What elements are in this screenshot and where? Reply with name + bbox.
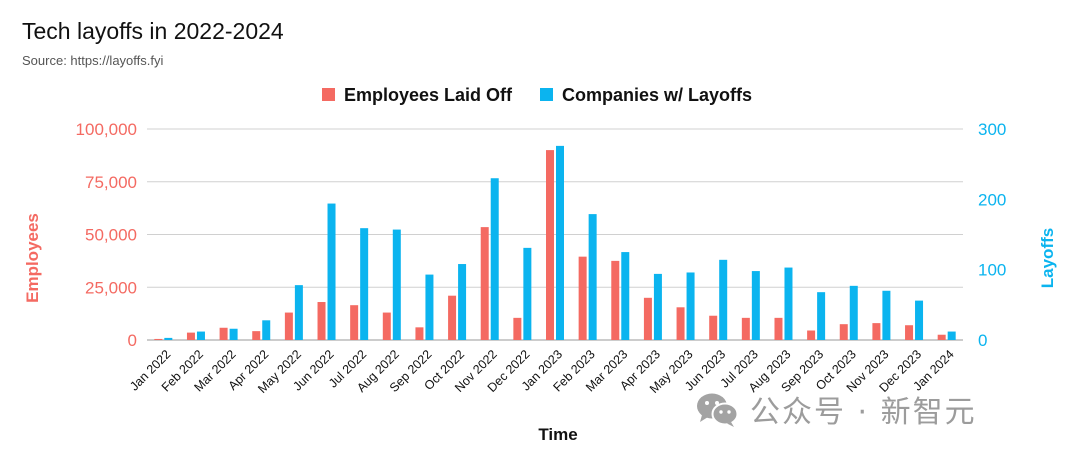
bar-employees-laid-off: [643, 297, 652, 340]
y2-tick-label: 0: [978, 331, 987, 350]
bar-companies-with-layoffs: [262, 320, 271, 340]
bar-employees-laid-off: [937, 334, 946, 340]
chart-subtitle: Source: https://layoffs.fyi: [22, 53, 164, 68]
bar-companies-with-layoffs: [327, 203, 336, 340]
bar-employees-laid-off: [350, 305, 359, 340]
bar-companies-with-layoffs: [849, 285, 858, 340]
y2-axis-title: Layoffs: [1038, 228, 1057, 288]
bar-companies-with-layoffs: [588, 214, 597, 340]
y-tick-label: 100,000: [76, 120, 137, 139]
bar-employees-laid-off: [872, 323, 881, 340]
bar-companies-with-layoffs: [294, 285, 303, 340]
y-tick-label: 75,000: [85, 173, 137, 192]
bar-employees-laid-off: [839, 324, 848, 340]
bar-companies-with-layoffs: [164, 337, 173, 340]
y2-tick-label: 200: [978, 190, 1006, 209]
bar-employees-laid-off: [284, 312, 293, 340]
y-tick-label: 50,000: [85, 226, 137, 245]
bar-companies-with-layoffs: [882, 290, 891, 340]
legend-label-employees: Employees Laid Off: [344, 85, 513, 105]
bar-companies-with-layoffs: [751, 271, 760, 340]
bar-employees-laid-off: [154, 338, 163, 340]
y2-tick-label: 100: [978, 261, 1006, 280]
y-axis-title: Employees: [23, 213, 42, 303]
bar-companies-with-layoffs: [392, 229, 401, 340]
bar-employees-laid-off: [382, 312, 391, 340]
bar-companies-with-layoffs: [556, 145, 564, 340]
bar-employees-laid-off: [317, 302, 326, 340]
bar-employees-laid-off: [448, 295, 457, 340]
bar-employees-laid-off: [578, 256, 587, 340]
chart-title: Tech layoffs in 2022-2024: [22, 18, 284, 44]
legend-swatch-employees: [322, 88, 335, 101]
bar-companies-with-layoffs: [621, 252, 630, 340]
bar-employees-laid-off: [774, 317, 783, 340]
x-axis-title: Time: [538, 425, 577, 444]
y-tick-label: 0: [128, 331, 137, 350]
bar-employees-laid-off: [611, 260, 620, 340]
bar-companies-with-layoffs: [458, 264, 467, 340]
watermark-text: 公众号 · 新智元: [750, 395, 977, 430]
bar-employees-laid-off: [741, 317, 750, 340]
bar-companies-with-layoffs: [523, 247, 532, 340]
bar-employees-laid-off: [480, 227, 489, 340]
watermark: 公众号 · 新智元: [694, 387, 977, 431]
bar-employees-laid-off: [905, 325, 914, 340]
legend-swatch-companies: [540, 88, 553, 101]
bar-employees-laid-off: [676, 307, 685, 340]
bar-employees-laid-off: [186, 332, 195, 340]
bar-companies-with-layoffs: [784, 267, 793, 340]
bar-employees-laid-off: [807, 330, 816, 340]
y2-tick-label: 300: [978, 120, 1006, 139]
bar-companies-with-layoffs: [196, 331, 205, 340]
bar-employees-laid-off: [709, 315, 718, 340]
legend-label-companies: Companies w/ Layoffs: [562, 85, 752, 105]
bar-companies-with-layoffs: [686, 272, 695, 340]
bar-employees-laid-off: [252, 331, 261, 340]
bar-employees-laid-off: [219, 327, 228, 340]
wechat-icon: [697, 393, 739, 427]
bar-employees-laid-off: [546, 150, 554, 340]
bar-companies-with-layoffs: [360, 228, 369, 340]
bar-companies-with-layoffs: [817, 292, 826, 340]
bar-companies-with-layoffs: [653, 273, 662, 340]
y-tick-label: 25,000: [85, 278, 137, 297]
bar-companies-with-layoffs: [425, 274, 434, 340]
bar-employees-laid-off: [513, 317, 522, 340]
bar-companies-with-layoffs: [490, 178, 499, 340]
bar-companies-with-layoffs: [915, 300, 924, 340]
bar-employees-laid-off: [415, 327, 424, 340]
bar-companies-with-layoffs: [229, 328, 238, 340]
bar-companies-with-layoffs: [719, 259, 728, 340]
bar-companies-with-layoffs: [947, 331, 956, 340]
